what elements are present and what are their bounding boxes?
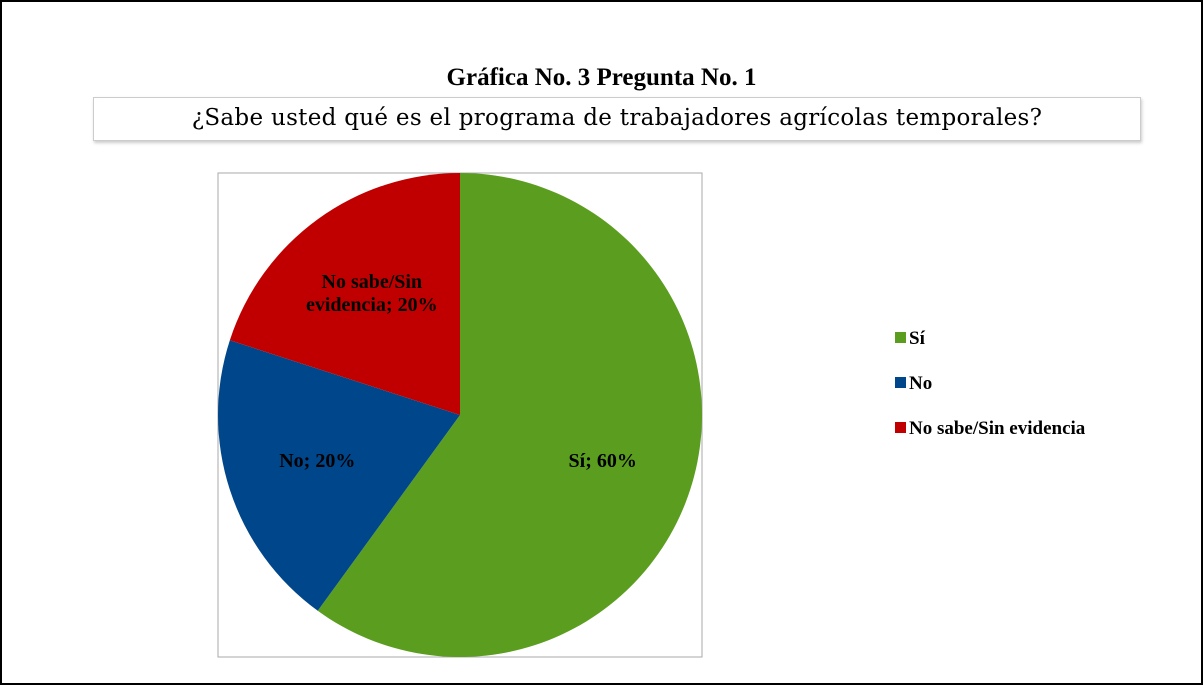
legend-label: Sí [909,328,926,349]
legend-swatch [895,377,906,388]
pie-slice [218,340,460,611]
subtitle-box: ¿Sabe usted qué es el programa de trabaj… [93,97,1141,141]
chart-subtitle: ¿Sabe usted qué es el programa de trabaj… [191,105,1043,131]
legend-swatch [895,332,906,343]
legend-label: No sabe/Sin evidencia [909,418,1086,439]
chart-title: Gráfica No. 3 Pregunta No. 1 [446,64,757,91]
data-label: No; 20% [279,449,356,472]
legend-label: No [909,373,932,394]
data-label: No sabe/Sin evidencia; 20% [305,270,438,316]
pie-slice [229,173,460,415]
legend-swatch [895,422,906,433]
pie-slice [317,173,702,657]
data-label: Sí; 60% [568,449,637,472]
